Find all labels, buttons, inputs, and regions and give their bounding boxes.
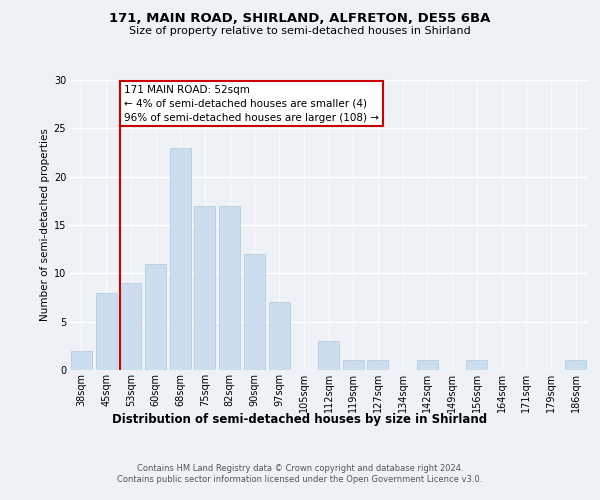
Bar <box>71 350 92 370</box>
Text: 171 MAIN ROAD: 52sqm
← 4% of semi-detached houses are smaller (4)
96% of semi-de: 171 MAIN ROAD: 52sqm ← 4% of semi-detach… <box>124 85 379 123</box>
Bar <box>145 264 166 370</box>
Bar <box>417 360 438 370</box>
Bar <box>170 148 191 370</box>
Bar <box>269 302 290 370</box>
Text: Size of property relative to semi-detached houses in Shirland: Size of property relative to semi-detach… <box>129 26 471 36</box>
Y-axis label: Number of semi-detached properties: Number of semi-detached properties <box>40 128 50 322</box>
Bar <box>565 360 586 370</box>
Text: Distribution of semi-detached houses by size in Shirland: Distribution of semi-detached houses by … <box>112 412 488 426</box>
Bar <box>95 292 116 370</box>
Bar <box>120 283 141 370</box>
Bar <box>343 360 364 370</box>
Bar <box>244 254 265 370</box>
Bar <box>219 206 240 370</box>
Text: 171, MAIN ROAD, SHIRLAND, ALFRETON, DE55 6BA: 171, MAIN ROAD, SHIRLAND, ALFRETON, DE55… <box>109 12 491 26</box>
Text: Contains HM Land Registry data © Crown copyright and database right 2024.: Contains HM Land Registry data © Crown c… <box>137 464 463 473</box>
Text: Contains public sector information licensed under the Open Government Licence v3: Contains public sector information licen… <box>118 475 482 484</box>
Bar <box>318 341 339 370</box>
Bar <box>194 206 215 370</box>
Bar <box>367 360 388 370</box>
Bar <box>466 360 487 370</box>
